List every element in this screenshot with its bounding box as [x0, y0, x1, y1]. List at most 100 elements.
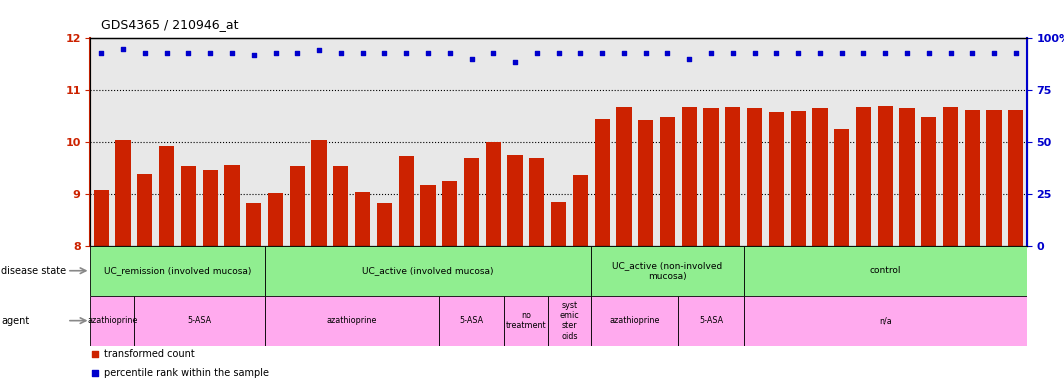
Bar	[548, 296, 592, 346]
Point	[245, 52, 262, 58]
Point	[877, 50, 894, 56]
Bar	[616, 107, 632, 246]
Bar	[592, 246, 744, 296]
Bar	[202, 170, 218, 246]
Point	[398, 50, 415, 56]
Bar	[399, 156, 414, 246]
Point	[506, 59, 523, 65]
Point	[725, 50, 742, 56]
Bar	[572, 175, 588, 246]
Bar	[420, 185, 435, 246]
Point	[442, 50, 459, 56]
Bar	[438, 296, 504, 346]
Point	[93, 50, 110, 56]
Bar	[986, 110, 1001, 246]
Text: transformed count: transformed count	[104, 349, 195, 359]
Point	[637, 50, 654, 56]
Bar	[116, 140, 131, 246]
Bar	[94, 190, 109, 246]
Text: azathioprine: azathioprine	[610, 316, 660, 325]
Bar	[855, 107, 871, 246]
Point	[768, 50, 785, 56]
Bar	[768, 112, 784, 246]
Point	[376, 50, 393, 56]
Bar	[921, 117, 936, 246]
Point	[180, 50, 197, 56]
Point	[985, 50, 1002, 56]
Bar	[289, 166, 305, 246]
Bar	[355, 192, 370, 246]
Bar	[377, 203, 392, 246]
Text: azathioprine: azathioprine	[87, 316, 137, 325]
Bar	[265, 296, 438, 346]
Point	[529, 50, 546, 56]
Point	[789, 50, 807, 56]
Bar	[791, 111, 805, 246]
Point	[1008, 50, 1025, 56]
Point	[702, 50, 719, 56]
Bar	[1009, 110, 1024, 246]
Point	[920, 50, 937, 56]
Text: 5-ASA: 5-ASA	[187, 316, 212, 325]
Bar	[679, 296, 744, 346]
Bar	[159, 146, 174, 246]
Bar	[965, 110, 980, 246]
Point	[964, 50, 981, 56]
Bar	[943, 107, 959, 246]
Point	[659, 50, 676, 56]
Bar	[443, 181, 458, 246]
Point	[159, 50, 176, 56]
Text: control: control	[869, 266, 901, 275]
Bar	[181, 166, 196, 246]
Point	[115, 46, 132, 52]
Point	[136, 50, 153, 56]
Bar	[899, 108, 915, 246]
Bar	[333, 166, 349, 246]
Point	[571, 50, 588, 56]
Bar	[134, 296, 265, 346]
Point	[833, 50, 850, 56]
Point	[594, 50, 611, 56]
Text: 5-ASA: 5-ASA	[699, 316, 724, 325]
Point	[354, 50, 371, 56]
Text: syst
emic
ster
oids: syst emic ster oids	[560, 301, 580, 341]
Point	[485, 50, 502, 56]
Point	[550, 50, 567, 56]
Text: UC_active (non-involved
mucosa): UC_active (non-involved mucosa)	[613, 261, 722, 281]
Point	[311, 47, 328, 53]
Point	[359, 297, 376, 303]
Point	[898, 50, 915, 56]
Point	[812, 50, 829, 56]
Point	[681, 56, 698, 62]
Point	[419, 50, 436, 56]
Point	[332, 50, 349, 56]
Text: no
treatment: no treatment	[505, 311, 546, 330]
Text: UC_active (involved mucosa): UC_active (involved mucosa)	[362, 266, 494, 275]
Text: UC_remission (involved mucosa): UC_remission (involved mucosa)	[104, 266, 251, 275]
Bar	[592, 296, 679, 346]
Bar	[312, 140, 327, 246]
Point	[615, 50, 632, 56]
Text: n/a: n/a	[879, 316, 892, 325]
Bar	[834, 129, 849, 246]
Bar	[90, 246, 265, 296]
Bar	[682, 107, 697, 246]
Text: 5-ASA: 5-ASA	[460, 316, 483, 325]
Point	[746, 50, 763, 56]
Point	[267, 50, 284, 56]
Bar	[747, 108, 762, 246]
Bar	[660, 117, 675, 246]
Bar	[464, 158, 479, 246]
Bar	[638, 120, 653, 246]
Bar	[529, 158, 545, 246]
Text: azathioprine: azathioprine	[327, 316, 377, 325]
Point	[855, 50, 872, 56]
Point	[942, 50, 959, 56]
Point	[202, 50, 219, 56]
Text: disease state: disease state	[1, 266, 66, 276]
Bar	[485, 142, 501, 246]
Bar	[137, 174, 152, 246]
Point	[359, 124, 376, 130]
Bar	[265, 246, 592, 296]
Bar	[812, 108, 828, 246]
